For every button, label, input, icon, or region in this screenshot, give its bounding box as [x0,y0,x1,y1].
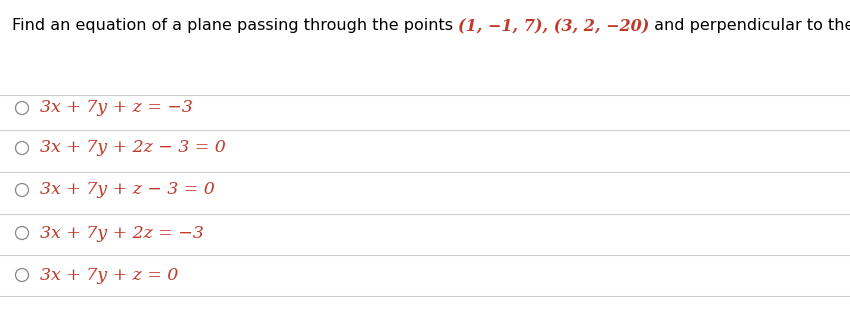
Text: 3x + 7y + 2z = −3: 3x + 7y + 2z = −3 [40,224,204,242]
Text: 3x + 7y + z = −3: 3x + 7y + z = −3 [40,99,193,117]
Text: (1, −1, 7), (3, 2, −20): (1, −1, 7), (3, 2, −20) [458,18,649,35]
Text: 3x + 7y + z = 0: 3x + 7y + z = 0 [40,266,178,284]
Text: and perpendicular to the plane: and perpendicular to the plane [649,18,850,33]
Text: Find an equation of a plane passing through the points: Find an equation of a plane passing thro… [12,18,458,33]
Text: 3x + 7y + z − 3 = 0: 3x + 7y + z − 3 = 0 [40,182,215,199]
Text: 3x + 7y + 2z − 3 = 0: 3x + 7y + 2z − 3 = 0 [40,140,226,157]
